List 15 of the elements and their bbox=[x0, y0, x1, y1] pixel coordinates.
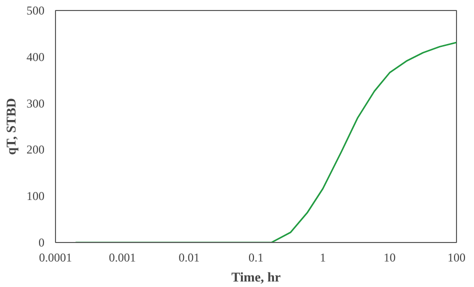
x-tick-label: 0.01 bbox=[178, 250, 200, 264]
y-tick-label: 200 bbox=[26, 142, 44, 157]
y-axis-title: qT, STBD bbox=[4, 98, 18, 155]
x-tick-label: 0.001 bbox=[108, 250, 136, 264]
x-tick-label: 1 bbox=[320, 250, 326, 264]
y-tick-label: 0 bbox=[38, 236, 44, 250]
x-tick-label: 0.0001 bbox=[39, 250, 72, 264]
x-tick-label: 10 bbox=[384, 250, 396, 264]
x-axis-title: Time, hr bbox=[231, 270, 281, 284]
y-tick-label: 500 bbox=[26, 4, 44, 18]
y-tick-label: 300 bbox=[26, 96, 44, 110]
y-tick-label: 400 bbox=[26, 50, 44, 64]
y-tick-label: 100 bbox=[26, 189, 44, 204]
x-tick-label: 100 bbox=[448, 250, 466, 264]
x-tick-label: 0.1 bbox=[248, 250, 264, 264]
